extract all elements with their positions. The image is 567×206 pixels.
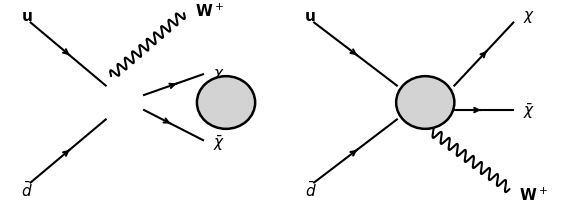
Text: $\bar{\chi}$: $\bar{\chi}$ <box>523 101 535 120</box>
Text: $\chi$: $\chi$ <box>213 67 225 83</box>
Ellipse shape <box>197 77 255 129</box>
Text: $\bar{\chi}$: $\bar{\chi}$ <box>213 133 225 152</box>
Text: u: u <box>22 9 32 24</box>
Text: u: u <box>305 9 316 24</box>
Text: W$^+$: W$^+$ <box>519 186 548 203</box>
Ellipse shape <box>396 77 454 129</box>
Text: W$^+$: W$^+$ <box>196 3 224 20</box>
Text: $\bar{d}$: $\bar{d}$ <box>22 180 33 199</box>
Text: $\bar{d}$: $\bar{d}$ <box>305 180 317 199</box>
Text: $\chi$: $\chi$ <box>523 9 535 25</box>
